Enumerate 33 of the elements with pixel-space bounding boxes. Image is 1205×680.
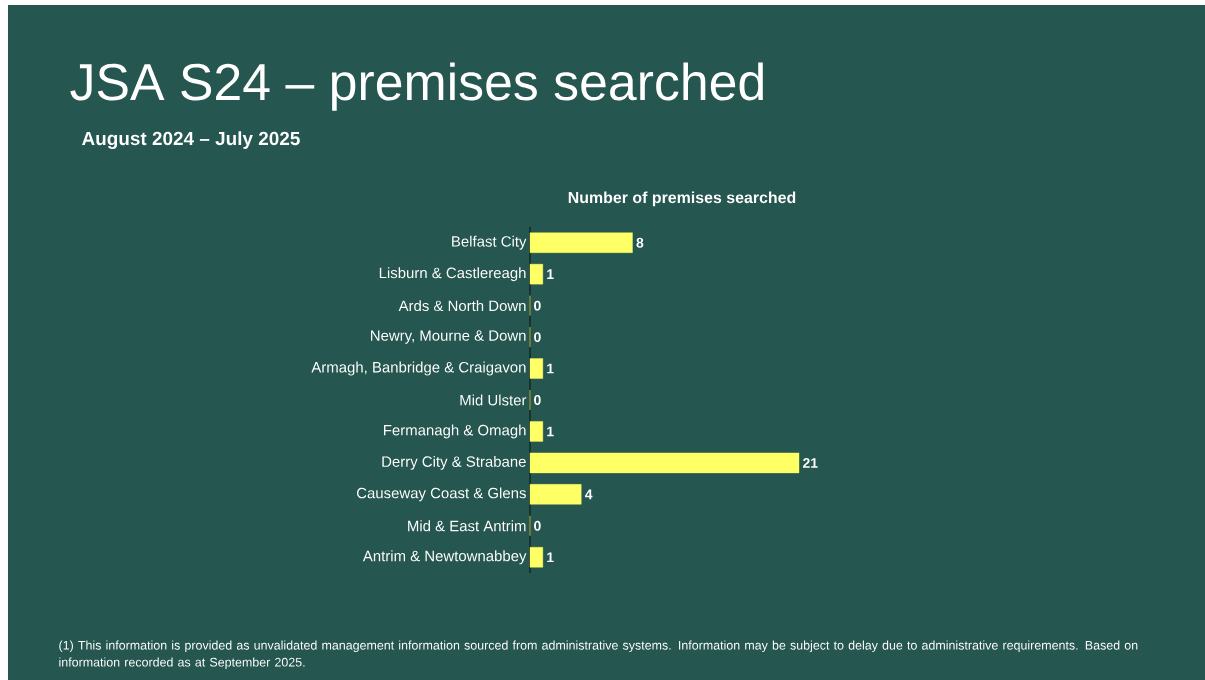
data-label: 1 (547, 552, 554, 563)
y-tick-label: Ards & North Down (398, 300, 526, 312)
y-tick-label: Fermanagh & Omagh (384, 424, 526, 439)
data-label: 8 (636, 237, 644, 248)
y-tick-label: Newry, Mourne & Down (371, 330, 526, 344)
bar (529, 452, 800, 474)
data-label: 1 (547, 269, 554, 279)
data-label: 0 (534, 332, 541, 343)
data-label: 1 (547, 426, 554, 437)
chart-title: JSA S24 – premises searched (70, 62, 763, 111)
data-label: 1 (547, 363, 554, 374)
text: (1) This information is provided as unvalidated management information sourced from administrative systems. Information may be subject to delay due to administrative requirements. Based on information recorded as at September 2025. (59, 640, 1138, 670)
bar (529, 263, 544, 285)
x-axis-title: Number of premises searched (568, 191, 796, 207)
y-tick-label: Antrim & Newtownabbey (362, 550, 527, 565)
y-tick-label: Lisburn & Castlereagh (379, 267, 526, 282)
bar (529, 421, 544, 442)
data-label: 0 (534, 395, 541, 405)
bar (529, 358, 544, 379)
y-tick-label: Causeway Coast & Glens (356, 487, 526, 502)
bar (529, 484, 582, 505)
data-label: 4 (584, 489, 593, 500)
data-label: 0 (534, 300, 541, 311)
y-tick-label: Mid & East Antrim (408, 520, 526, 532)
y-tick-label: Armagh, Banbridge & Craigavon (311, 361, 526, 376)
bar (529, 547, 544, 568)
data-label: 21 (803, 458, 818, 468)
bar (529, 232, 633, 253)
data-label: 0 (534, 520, 541, 531)
y-tick-label: Derry City & Strabane (382, 455, 526, 470)
y-tick-label: Mid Ulster (460, 394, 527, 406)
y-tick-label: Belfast City (452, 235, 527, 250)
text: August 2024 – July 2025 (82, 131, 300, 149)
